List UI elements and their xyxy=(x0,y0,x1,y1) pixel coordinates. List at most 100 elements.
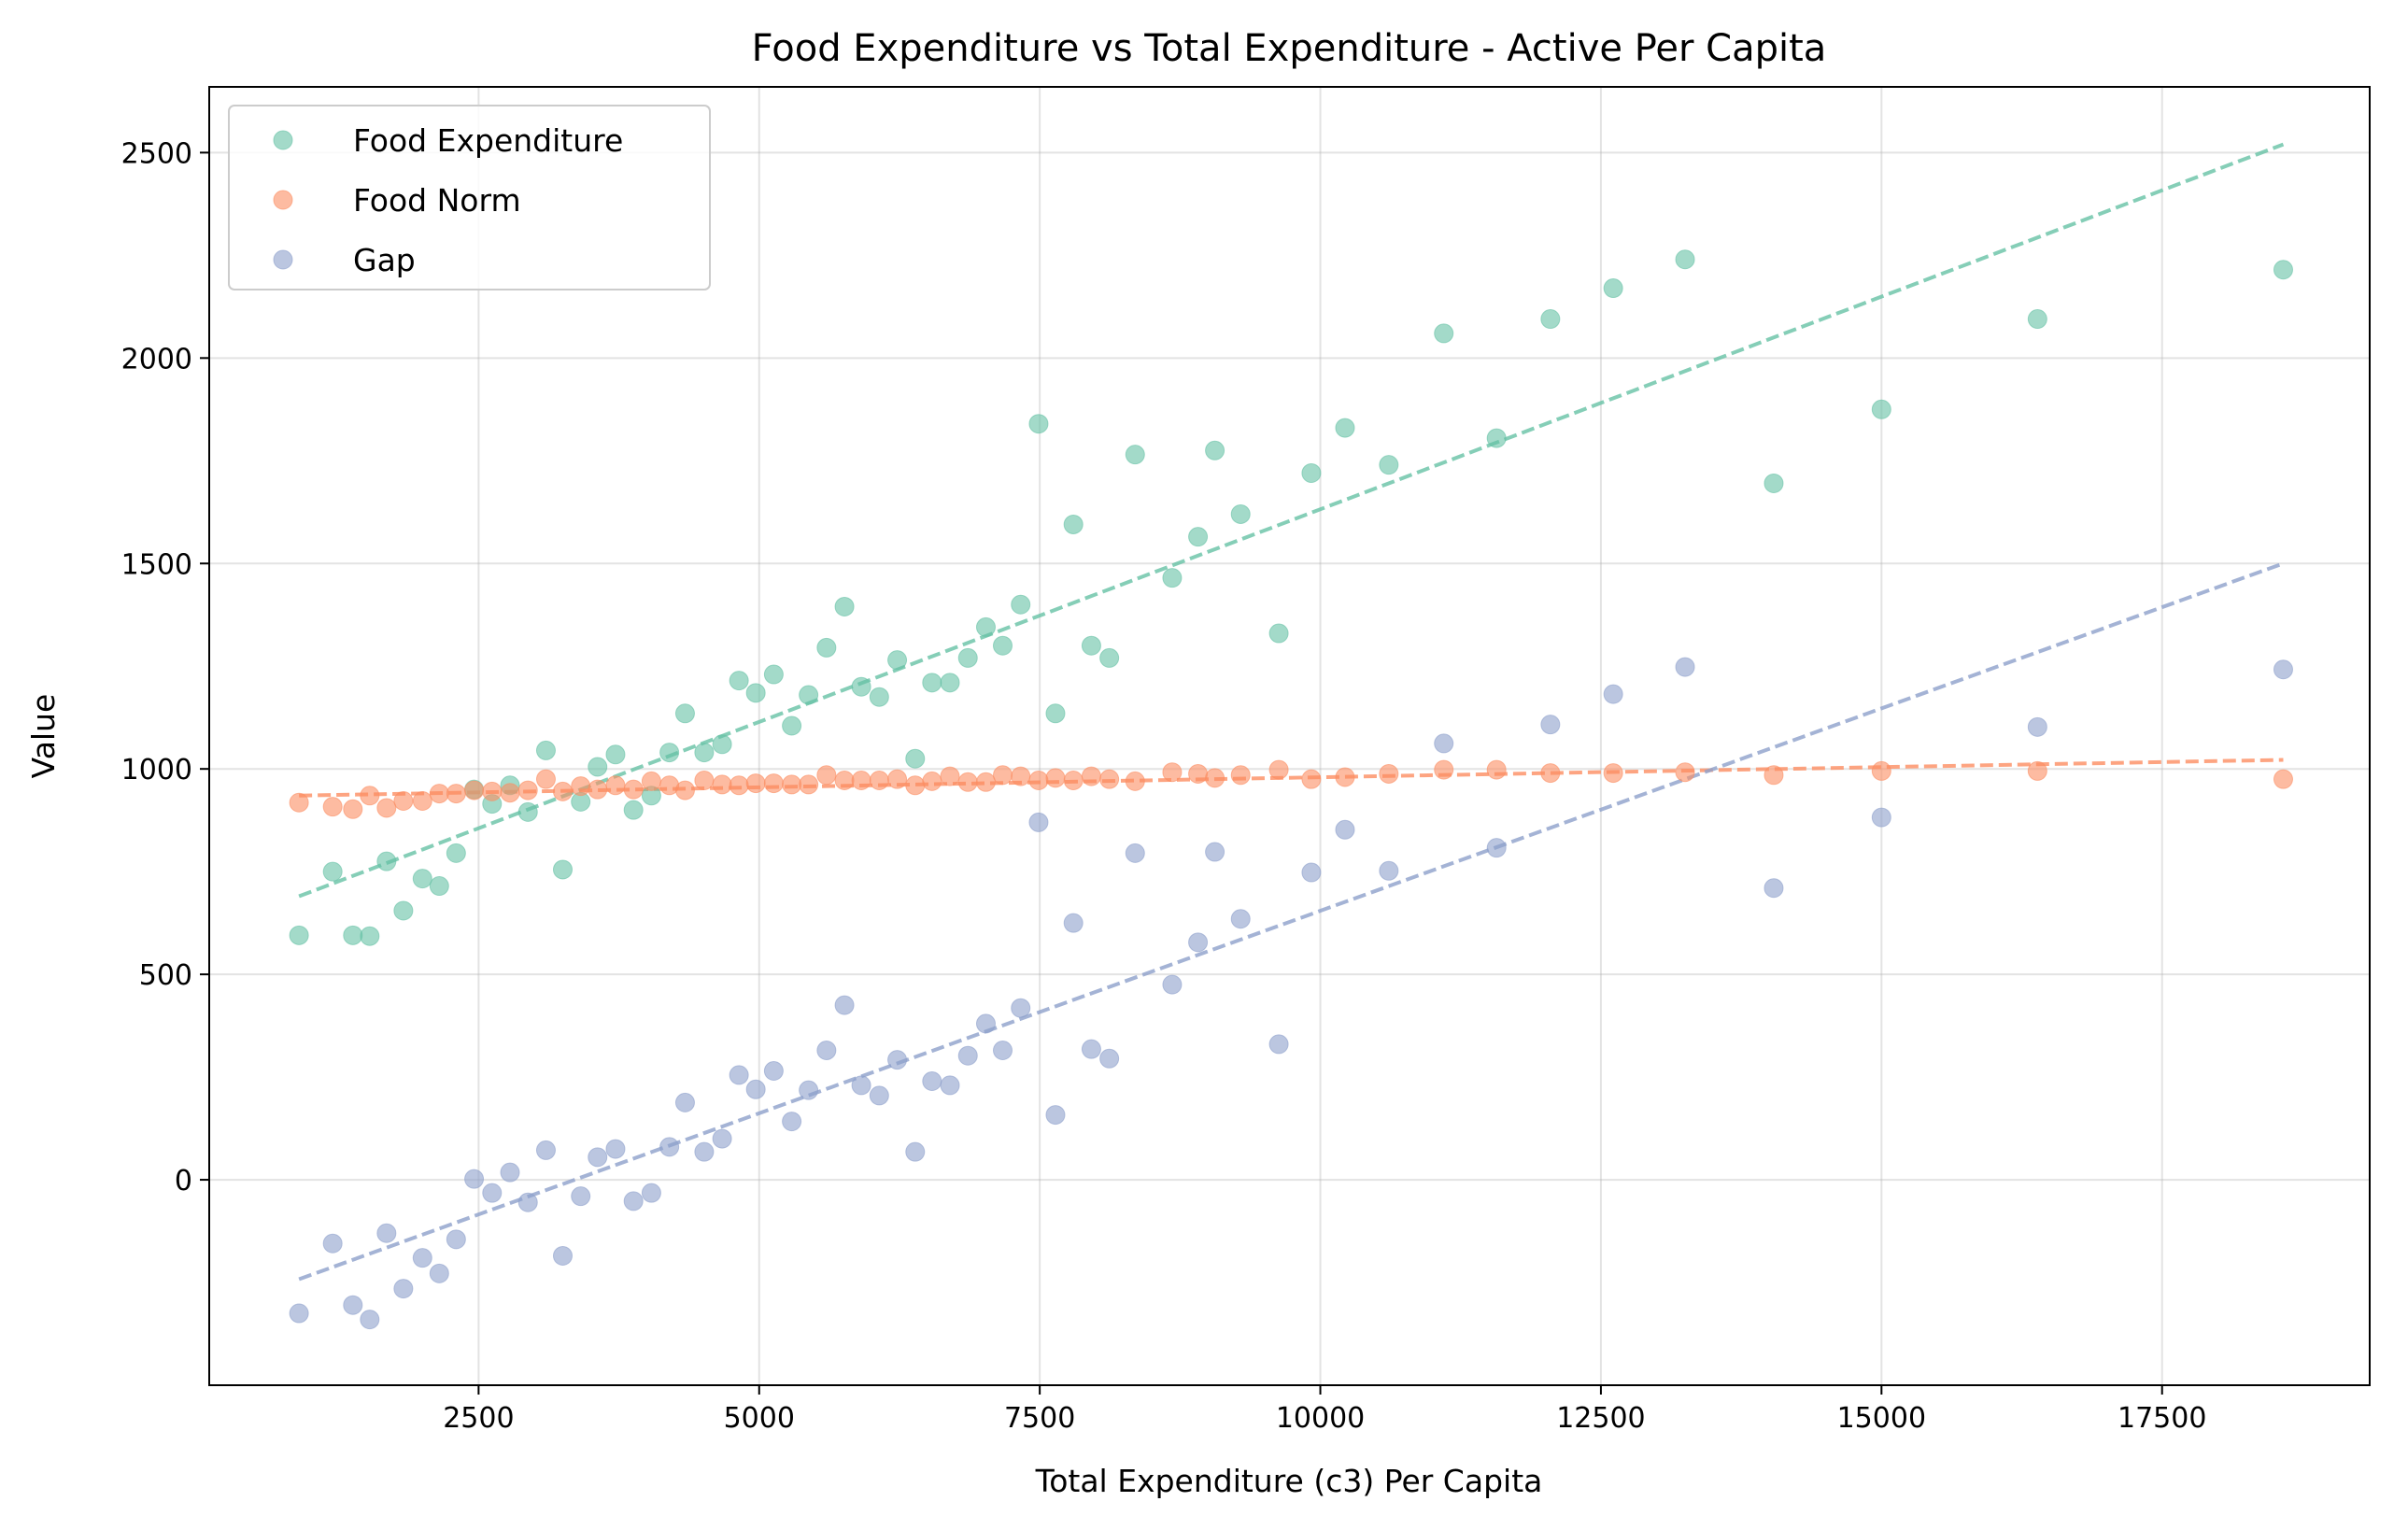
series-food-expenditure xyxy=(289,249,2293,946)
point-gap xyxy=(940,1075,960,1096)
point-food-norm xyxy=(482,781,503,801)
point-gap xyxy=(623,1191,644,1211)
x-axis-ticks: 2500 5000 7500 10000 12500 15000 17500 xyxy=(443,1385,2206,1435)
point-food-expenditure xyxy=(393,900,414,921)
point-food-expenditure xyxy=(1675,249,1695,270)
point-gap xyxy=(1028,812,1049,832)
legend-marker-gap xyxy=(273,249,293,270)
point-food-expenditure xyxy=(993,635,1013,656)
point-food-expenditure xyxy=(1028,414,1049,434)
point-food-norm xyxy=(1081,766,1101,786)
point-food-norm xyxy=(1540,763,1561,784)
point-food-norm xyxy=(922,771,942,791)
series-food-norm xyxy=(289,759,2293,819)
x-axis-title: Total Expenditure (c3) Per Capita xyxy=(1035,1463,1543,1499)
point-food-expenditure xyxy=(745,683,766,703)
point-food-norm xyxy=(552,781,573,801)
point-food-expenditure xyxy=(940,673,960,693)
point-gap xyxy=(869,1085,889,1106)
point-gap xyxy=(464,1169,485,1189)
trend-line-gap xyxy=(298,561,2285,1282)
point-gap xyxy=(1045,1105,1066,1126)
point-food-expenditure xyxy=(1162,568,1183,588)
point-food-expenditure xyxy=(1434,323,1454,344)
point-food-norm xyxy=(887,769,908,789)
plot-frame xyxy=(208,86,2371,1386)
point-food-norm xyxy=(745,773,766,794)
point-food-expenditure xyxy=(799,685,819,705)
point-food-expenditure xyxy=(1335,418,1355,438)
point-gap xyxy=(343,1295,363,1315)
point-food-expenditure xyxy=(2027,309,2047,330)
point-food-norm xyxy=(2027,760,2047,781)
legend-label-food-expenditure: Food Expenditure xyxy=(353,122,623,159)
data-points xyxy=(289,249,2293,1330)
point-gap xyxy=(729,1065,749,1085)
point-gap xyxy=(517,1192,538,1212)
x-tick-label: 17500 xyxy=(2118,1402,2206,1435)
point-food-norm xyxy=(1764,765,1784,786)
point-food-expenditure xyxy=(1011,594,1031,615)
point-food-norm xyxy=(851,771,871,791)
point-food-norm xyxy=(1162,762,1183,783)
point-gap xyxy=(360,1310,380,1330)
chart-title: Food Expenditure vs Total Expenditure - … xyxy=(752,27,1827,70)
point-food-norm xyxy=(393,791,414,811)
point-gap xyxy=(446,1229,466,1250)
point-food-norm xyxy=(535,769,556,789)
point-gap xyxy=(674,1092,695,1112)
point-food-expenditure xyxy=(343,925,363,945)
point-food-expenditure xyxy=(1081,635,1101,656)
point-food-norm xyxy=(712,774,732,795)
point-gap xyxy=(799,1080,819,1100)
trend-lines xyxy=(298,142,2285,1282)
point-food-norm xyxy=(905,775,926,796)
point-food-norm xyxy=(1486,759,1507,780)
point-food-expenditure xyxy=(1486,428,1507,448)
point-food-expenditure xyxy=(360,926,380,946)
x-tick-label: 2500 xyxy=(443,1402,514,1435)
point-food-expenditure xyxy=(322,861,343,882)
point-gap xyxy=(535,1140,556,1160)
point-food-norm xyxy=(1230,765,1251,786)
point-gap xyxy=(993,1041,1013,1061)
point-food-norm xyxy=(763,773,784,794)
point-gap xyxy=(376,1223,397,1243)
legend-box xyxy=(228,105,711,290)
point-food-expenditure xyxy=(1301,462,1322,483)
point-gap xyxy=(782,1112,802,1132)
point-gap xyxy=(1125,843,1145,863)
point-food-norm xyxy=(412,791,432,811)
point-gap xyxy=(552,1245,573,1266)
point-food-norm xyxy=(1125,771,1145,791)
point-gap xyxy=(1486,838,1507,858)
x-tick-label: 12500 xyxy=(1556,1402,1645,1435)
point-food-norm xyxy=(1063,771,1084,791)
point-food-norm xyxy=(641,771,661,791)
point-food-norm xyxy=(588,779,608,800)
point-gap xyxy=(975,1013,996,1034)
point-food-expenditure xyxy=(623,800,644,820)
y-tick-label: 2500 xyxy=(121,137,192,170)
point-food-expenditure xyxy=(975,616,996,637)
point-food-norm xyxy=(729,775,749,796)
x-tick-label: 10000 xyxy=(1276,1402,1365,1435)
point-food-expenditure xyxy=(1230,503,1251,524)
point-gap xyxy=(745,1079,766,1099)
point-food-norm xyxy=(2273,769,2293,789)
point-food-norm xyxy=(623,779,644,800)
point-food-norm xyxy=(993,765,1013,786)
point-food-expenditure xyxy=(887,650,908,671)
point-food-expenditure xyxy=(289,925,309,945)
point-food-norm xyxy=(1434,759,1454,780)
point-gap xyxy=(2273,659,2293,680)
point-food-expenditure xyxy=(1379,455,1399,475)
point-food-expenditure xyxy=(1045,703,1066,724)
point-food-norm xyxy=(1011,766,1031,786)
point-gap xyxy=(588,1147,608,1168)
point-gap xyxy=(816,1041,837,1061)
point-food-norm xyxy=(446,784,466,804)
point-gap xyxy=(1099,1048,1120,1069)
point-food-norm xyxy=(816,765,837,786)
point-food-expenditure xyxy=(782,715,802,736)
